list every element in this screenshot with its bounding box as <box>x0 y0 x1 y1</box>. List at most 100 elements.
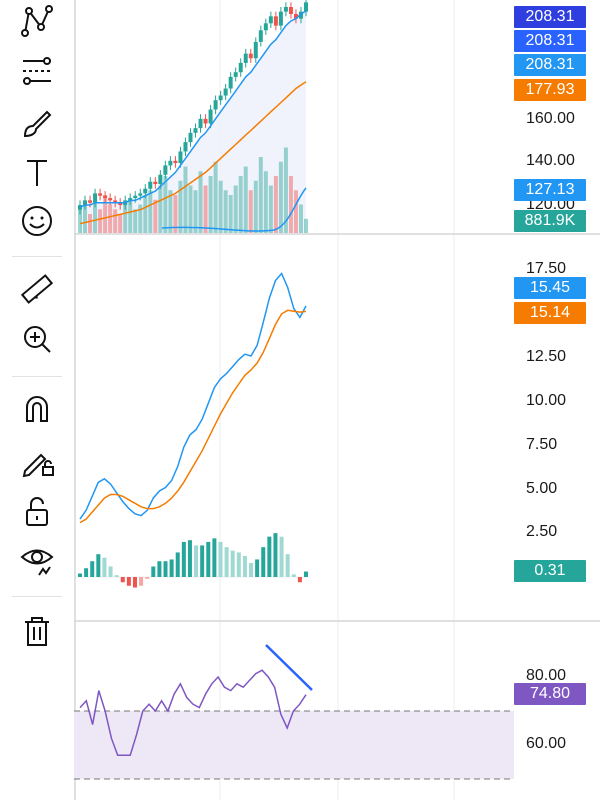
chart-area[interactable] <box>74 0 600 800</box>
candle-body <box>248 53 253 59</box>
brush-icon <box>23 110 52 138</box>
text-tool-button[interactable] <box>14 152 60 194</box>
price-tag-last: 208.31 <box>514 6 586 28</box>
volume-bar <box>298 204 303 233</box>
macd-histogram-bar <box>157 561 162 577</box>
brush-button[interactable] <box>14 103 60 145</box>
macd-histogram-bar <box>169 559 174 577</box>
fib-retracement-button[interactable] <box>14 50 60 92</box>
macd-histogram-bar <box>139 577 144 586</box>
macd-tag-line: 15.45 <box>514 277 586 299</box>
macd-histogram-bar <box>236 552 241 577</box>
candle-body <box>168 160 173 166</box>
emoji-button[interactable] <box>14 200 60 242</box>
candle-body <box>258 30 263 42</box>
volume-bar <box>133 209 138 233</box>
rsi-axis-label: 60.00 <box>526 735 567 752</box>
candle-body <box>283 6 288 12</box>
macd-histogram-bar <box>249 562 254 577</box>
volume-bar <box>283 147 288 233</box>
price-ma-fast-line <box>79 10 307 209</box>
volume-tag: 881.9K <box>514 210 586 232</box>
candle-body <box>268 16 273 24</box>
rsi-line <box>79 669 307 756</box>
volume-bar <box>293 190 298 233</box>
macd-axis-label: 17.50 <box>526 260 567 277</box>
lock-button[interactable] <box>14 490 60 532</box>
price-tag-ma-1: 208.31 <box>514 30 586 52</box>
candle-body <box>173 160 178 164</box>
candle-body <box>98 193 103 196</box>
volume-bar <box>168 190 173 233</box>
volume-bar <box>304 218 308 233</box>
volume-bar <box>113 209 118 233</box>
price-band-fill <box>80 0 306 233</box>
candle-body <box>288 6 293 14</box>
volume-bar <box>88 214 93 233</box>
magnet-button[interactable] <box>14 388 60 430</box>
volume-bar <box>108 204 113 233</box>
candle-body <box>183 142 188 152</box>
candle-body <box>213 100 218 110</box>
low-band-line <box>161 187 307 232</box>
volume-bar <box>138 204 143 233</box>
volume-bar <box>263 171 268 233</box>
chart-canvas[interactable] <box>74 0 600 800</box>
zoom-in-button[interactable] <box>14 318 60 360</box>
trash-button[interactable] <box>14 610 60 652</box>
macd-histogram-bar <box>145 577 150 579</box>
macd-histogram-bar <box>279 536 284 577</box>
volume-bar <box>218 180 223 233</box>
macd-histogram-bar <box>242 555 247 577</box>
candle-body <box>133 195 138 199</box>
candle-body <box>163 165 168 175</box>
candle-body <box>148 181 153 189</box>
macd-histogram-bar <box>212 538 217 577</box>
candle-body <box>113 200 118 203</box>
ruler-button[interactable] <box>14 268 60 310</box>
macd-histogram-bar <box>126 577 131 586</box>
macd-histogram-bar <box>102 557 107 577</box>
emoji-icon <box>22 206 52 236</box>
macd-histogram-bar <box>200 545 205 577</box>
macd-histogram-bar <box>230 550 235 577</box>
eye-icon <box>20 549 54 576</box>
eye-button[interactable] <box>14 538 60 580</box>
macd-histogram-bar <box>181 541 186 577</box>
candle-body <box>233 72 238 77</box>
macd-histogram-bar <box>291 574 296 577</box>
magnet-icon <box>26 396 48 422</box>
macd-histogram-bar <box>84 568 89 577</box>
volume-bar <box>103 195 108 233</box>
candle-body <box>118 202 123 206</box>
lock-drawing-button[interactable] <box>14 440 60 482</box>
volume-bar <box>243 166 248 233</box>
candle-body <box>83 200 88 206</box>
candle-body <box>103 195 108 199</box>
macd-histogram-bar <box>187 540 192 577</box>
candle-body <box>143 188 148 194</box>
toolbar-separator <box>12 376 62 377</box>
macd-histogram-bar <box>261 547 266 577</box>
pattern-tool-button[interactable] <box>14 0 60 42</box>
text-tool-icon <box>27 160 47 186</box>
macd-histogram-bar <box>224 547 229 577</box>
candle-body <box>93 193 98 203</box>
macd-histogram-bar <box>78 573 82 577</box>
price-axis-label: 140.00 <box>526 152 575 169</box>
volume-bar <box>118 214 123 233</box>
macd-histogram-bar <box>206 541 211 577</box>
candle-body <box>153 181 158 185</box>
fib-retracement-icon <box>23 57 51 85</box>
rsi-band-fill <box>74 711 514 779</box>
volume-bar <box>258 157 263 233</box>
price-tag-ma-2: 208.31 <box>514 54 586 76</box>
volume-bar <box>253 180 258 233</box>
candle-body <box>198 118 203 129</box>
macd-line <box>79 272 307 520</box>
volume-bar <box>213 161 218 233</box>
candle-body <box>298 11 303 19</box>
rsi-tag: 74.80 <box>514 683 586 705</box>
candle-body <box>253 41 258 59</box>
macd-histogram-bar <box>255 559 260 577</box>
